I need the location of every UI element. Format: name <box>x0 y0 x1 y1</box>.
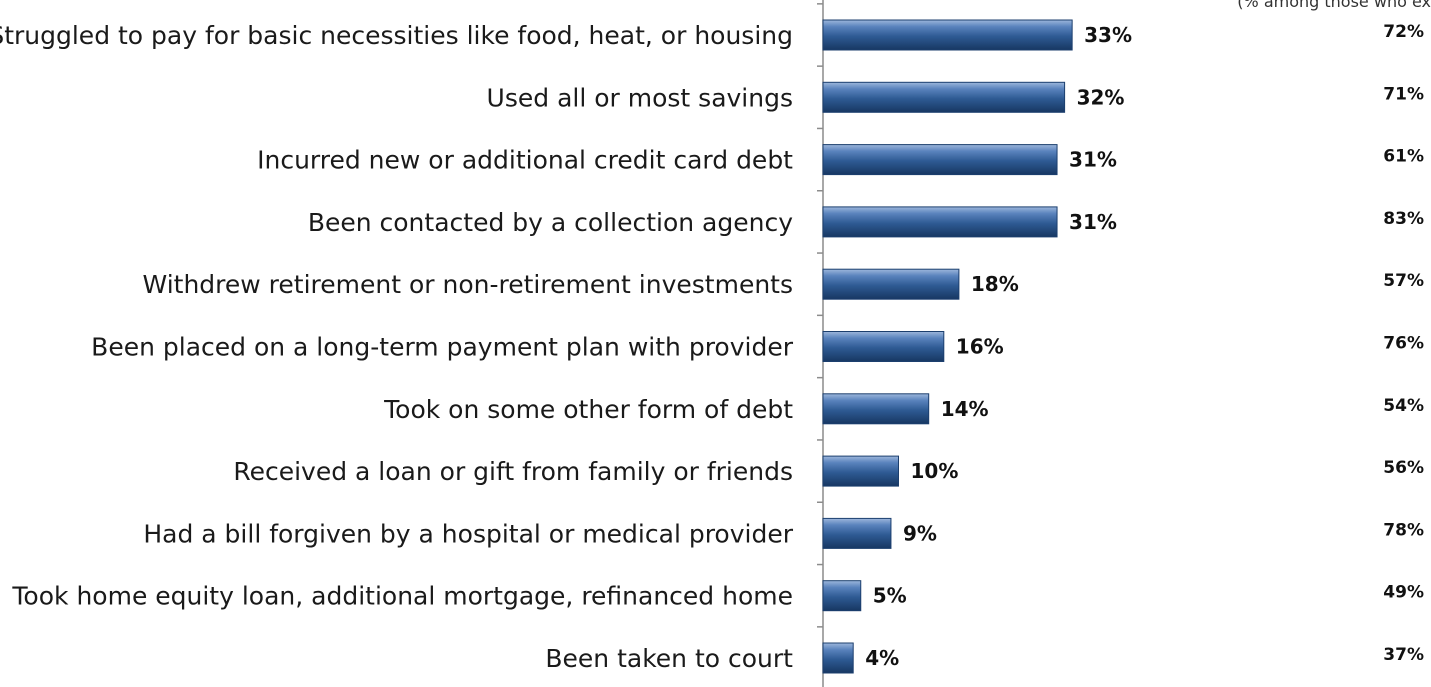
bar-row: Been placed on a long-term payment plan … <box>91 331 1424 362</box>
bar <box>822 268 960 300</box>
secondary-value-label: 61% <box>1383 147 1424 167</box>
category-label: Been placed on a long-term payment plan … <box>91 333 794 362</box>
bar-row: Had a bill forgiven by a hospital or med… <box>143 517 1424 549</box>
category-label: Been contacted by a collection agency <box>308 208 793 237</box>
value-label: 14% <box>941 397 989 421</box>
secondary-value-label: 49% <box>1383 583 1424 603</box>
secondary-value-label: 54% <box>1383 396 1424 416</box>
category-label: Used all or most savings <box>487 83 793 112</box>
secondary-value-label: 56% <box>1383 458 1424 478</box>
value-label: 9% <box>903 521 937 545</box>
category-label: Withdrew retirement or non-retirement in… <box>143 270 793 299</box>
bar-row: Been taken to court 4% 37% <box>545 642 1424 674</box>
bar <box>822 517 892 549</box>
bar-row: Took home equity loan, additional mortga… <box>11 580 1424 612</box>
bar <box>822 455 899 487</box>
category-label: Been taken to court <box>545 644 793 673</box>
bar-row: Withdrew retirement or non-retirement in… <box>143 268 1424 300</box>
secondary-value-label: 78% <box>1383 520 1424 540</box>
value-label: 4% <box>865 646 899 670</box>
value-label: 32% <box>1077 85 1125 109</box>
value-label: 5% <box>873 584 907 608</box>
secondary-value-label: 71% <box>1383 84 1424 104</box>
bar <box>822 393 930 425</box>
category-label: Received a loan or gift from family or f… <box>233 457 793 486</box>
bar-row: Used all or most savings 32% 71% <box>487 81 1424 113</box>
bar <box>822 19 1073 51</box>
value-label: 31% <box>1069 210 1117 234</box>
value-label: 33% <box>1084 23 1132 47</box>
category-label: Had a bill forgiven by a hospital or med… <box>143 519 793 548</box>
bar <box>822 331 945 362</box>
bar-row: Incurred new or additional credit card d… <box>257 144 1424 176</box>
secondary-value-label: 83% <box>1383 209 1424 229</box>
secondary-value-label: 57% <box>1383 271 1424 291</box>
bar <box>822 642 854 674</box>
value-label: 16% <box>956 335 1004 359</box>
secondary-column-note: (% among those who ex <box>1237 0 1431 11</box>
bar-row: Been contacted by a collection agency 31%… <box>308 206 1424 238</box>
secondary-value-label: 37% <box>1383 645 1424 665</box>
bar-row: Received a loan or gift from family or f… <box>233 455 1424 487</box>
category-label: Took home equity loan, additional mortga… <box>11 582 793 611</box>
bar-row: Struggled to pay for basic necessities l… <box>0 19 1424 51</box>
category-label: Struggled to pay for basic necessities l… <box>0 21 793 50</box>
value-label: 10% <box>911 459 959 483</box>
secondary-value-label: 72% <box>1383 22 1424 42</box>
category-label: Took on some other form of debt <box>383 395 793 424</box>
bar <box>822 580 862 612</box>
bar <box>822 81 1066 113</box>
category-label: Incurred new or additional credit card d… <box>257 146 793 175</box>
bar-row: Took on some other form of debt 14% 54% <box>383 393 1424 425</box>
secondary-value-label: 76% <box>1383 334 1424 354</box>
bar <box>822 144 1058 176</box>
bar <box>822 206 1058 238</box>
value-label: 18% <box>971 272 1019 296</box>
value-label: 31% <box>1069 148 1117 172</box>
